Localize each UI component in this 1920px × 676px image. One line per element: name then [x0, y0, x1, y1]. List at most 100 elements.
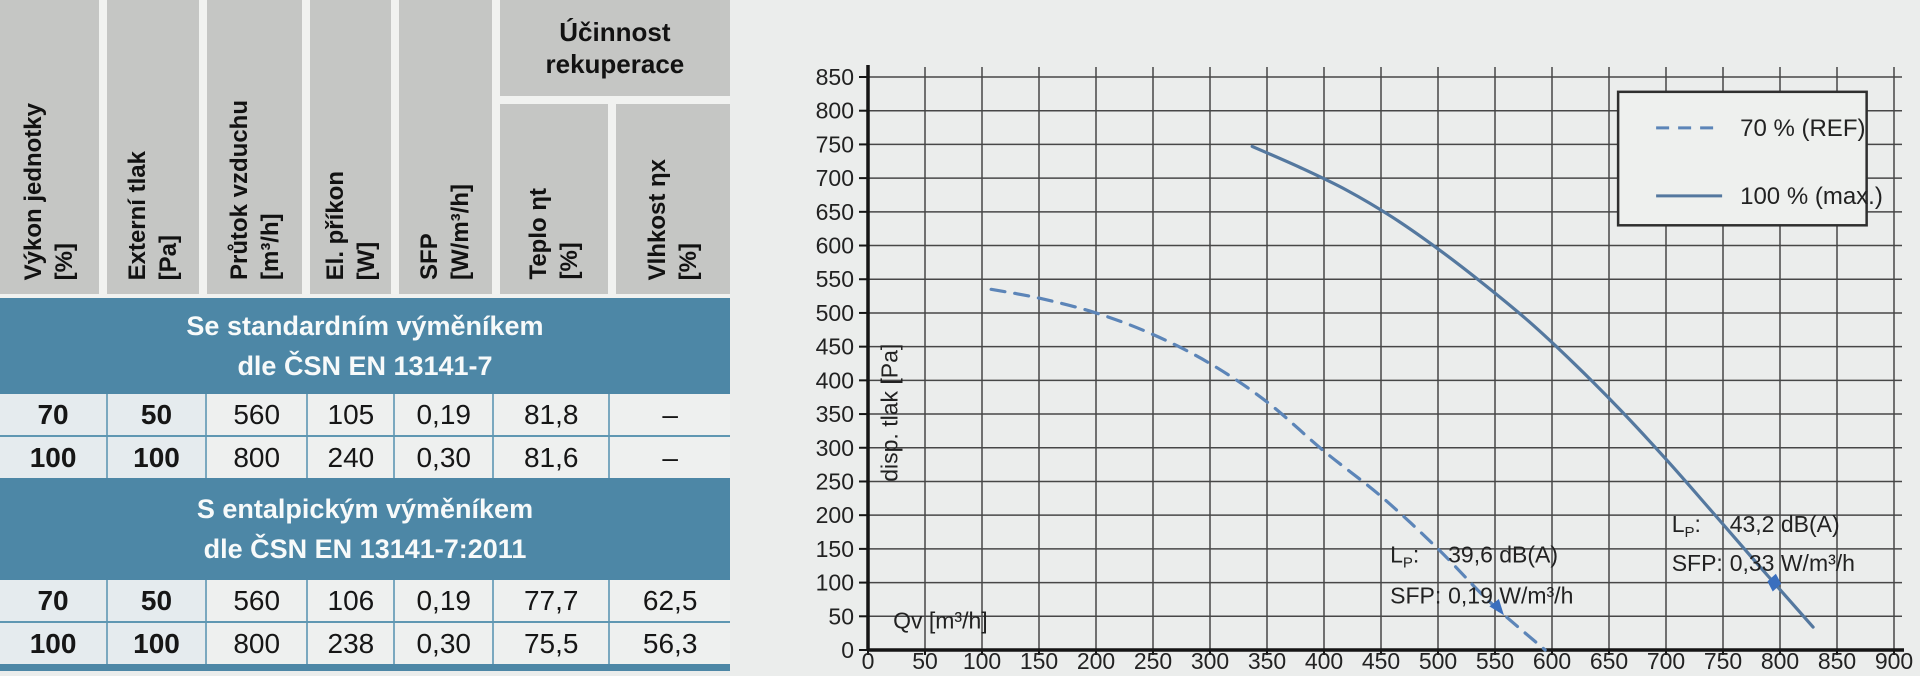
annotation-value: 0,33 W/m³/h — [1730, 550, 1855, 576]
x-tick-label: 350 — [1248, 648, 1286, 671]
annotation-value: 43,2 dB(A) — [1730, 511, 1840, 537]
x-tick-label: 700 — [1647, 648, 1685, 671]
column-header: Teplo ηt [%] — [499, 104, 609, 294]
x-axis-title: Qv [m³/h] — [893, 607, 988, 633]
annotation: LP: 43,2 dB(A) SFP: 0,33 W/m³/h — [1672, 511, 1855, 576]
table-bottom-strip — [0, 664, 730, 671]
table-cell: 62,5 — [608, 580, 730, 621]
y-tick-label: 150 — [816, 536, 854, 562]
x-tick-label: 200 — [1077, 648, 1115, 671]
series-line-70pct — [989, 287, 1547, 652]
section-title: Se standardním výměníkem dle ČSN EN 13141… — [0, 298, 730, 394]
table-cell: 70 — [0, 394, 107, 435]
column-header-label: Externí tlak [Pa] — [124, 150, 183, 280]
y-axis-title: disp. tlak [Pa] — [877, 344, 903, 482]
x-tick-label: 300 — [1191, 648, 1229, 671]
x-tick-label: 900 — [1875, 648, 1913, 671]
table-row: 70 50 560 105 0,19 81,8– — [0, 394, 730, 435]
x-tick-label: 600 — [1533, 648, 1571, 671]
section-title-line1: S entalpickým výměníkem — [196, 493, 534, 524]
table-cell: 56,3 — [608, 623, 730, 664]
section-title: S entalpickým výměníkem dle ČSN EN 13141-… — [0, 478, 730, 580]
series-line-100pct — [1250, 144, 1815, 629]
y-tick-label: 0 — [841, 637, 854, 663]
x-tick-label: 150 — [1020, 648, 1058, 671]
annotation-label: SFP: — [1390, 582, 1441, 608]
x-tick-label: 650 — [1590, 648, 1628, 671]
table-cell: 81,6 — [492, 437, 609, 478]
table-header: Účinnost rekuperace Výkon jednotky [%] Ex… — [0, 0, 730, 298]
table-cell: 238 — [306, 623, 394, 664]
table-cell: 81,8 — [492, 394, 609, 435]
x-tick-label: 100 — [963, 648, 1001, 671]
table-cell: 50 — [106, 394, 205, 435]
table-cell: – — [608, 437, 730, 478]
table-cell: – — [608, 394, 730, 435]
table-cell: 70 — [0, 580, 107, 621]
x-tick-label: 450 — [1362, 648, 1400, 671]
column-header: SFP [W/m³/h] — [399, 0, 492, 294]
table-cell: 105 — [306, 394, 394, 435]
column-header-label: Teplo ηt [%] — [524, 188, 584, 280]
legend-label: 100 % (max.) — [1740, 183, 1883, 210]
y-tick-label: 550 — [816, 266, 854, 292]
table-cell: 75,5 — [492, 623, 609, 664]
column-header: El. příkon [W] — [310, 0, 392, 294]
x-tick-label: 800 — [1761, 648, 1799, 671]
column-header-label: Vlhkost ηx [%] — [643, 158, 703, 280]
column-header-label: Výkon jednotky [%] — [20, 102, 79, 280]
operating-point-arrow-marker — [1489, 598, 1504, 616]
table-cell: 100 — [106, 623, 205, 664]
y-tick-label: 100 — [816, 570, 854, 596]
y-tick-label: 200 — [816, 502, 854, 528]
y-tick-label: 700 — [816, 165, 854, 191]
y-tick-label: 50 — [828, 603, 854, 629]
table-cell: 50 — [106, 580, 205, 621]
table-cell: 800 — [204, 623, 307, 664]
y-tick-label: 600 — [816, 233, 854, 259]
table-cell: 0,19 — [393, 580, 493, 621]
table-cell: 100 — [0, 623, 107, 664]
y-tick-label: 750 — [816, 131, 854, 157]
table-cell: 240 — [306, 437, 394, 478]
performance-table: Účinnost rekuperace Výkon jednotky [%] Ex… — [0, 0, 730, 671]
x-tick-label: 50 — [912, 648, 938, 671]
column-header: Výkon jednotky [%] — [0, 0, 100, 294]
annotation-label: SFP: — [1672, 550, 1723, 576]
table-cell: 100 — [106, 437, 205, 478]
column-header: Průtok vzduchu [m³/h] — [207, 0, 303, 294]
table-cell: 106 — [306, 580, 394, 621]
group-header-efficiency: Účinnost rekuperace — [499, 0, 730, 96]
section-title-line1: Se standardním výměníkem — [186, 310, 544, 341]
table-cell: 0,30 — [393, 437, 493, 478]
x-tick-label: 550 — [1476, 648, 1514, 671]
operating-point-diamond-marker — [1767, 573, 1782, 592]
section-title-line2: dle ČSN EN 13141-7:2011 — [203, 534, 527, 564]
y-tick-label: 250 — [816, 468, 854, 494]
table-cell: 560 — [204, 394, 307, 435]
table-row: 100 100 800 240 0,30 81,6– — [0, 435, 730, 478]
x-tick-label: 400 — [1305, 648, 1343, 671]
annotation-label: LP: — [1672, 511, 1701, 541]
column-header: Vlhkost ηx [%] — [616, 104, 730, 294]
chart-area: 0 50 100 150 200 250 300 350 400 450 500 550 600 650 7… — [730, 0, 1920, 674]
y-tick-label: 450 — [816, 334, 854, 360]
x-tick-label: 500 — [1419, 648, 1457, 671]
fan-curve-chart: 0501001502002503003504004505005506006507… — [816, 64, 1914, 674]
table-row: 70 50 560 106 0,19 77,7 62,5 — [0, 580, 730, 621]
annotation-value: 39,6 dB(A) — [1448, 541, 1558, 567]
y-tick-label: 300 — [816, 435, 854, 461]
y-tick-label: 500 — [816, 300, 854, 326]
annotation-value: 0,19 W/m³/h — [1448, 582, 1573, 608]
tick-marks — [859, 76, 1895, 655]
column-header-label: El. příkon [W] — [321, 170, 380, 280]
y-tick-label: 400 — [816, 367, 854, 393]
column-header: Externí tlak [Pa] — [107, 0, 200, 294]
table-cell: 560 — [204, 580, 307, 621]
x-tick-label: 0 — [862, 648, 875, 671]
y-tick-label: 350 — [816, 401, 854, 427]
annotation-label: LP: — [1390, 541, 1419, 571]
x-tick-label: 850 — [1818, 648, 1856, 671]
legend-box — [1616, 90, 1868, 227]
